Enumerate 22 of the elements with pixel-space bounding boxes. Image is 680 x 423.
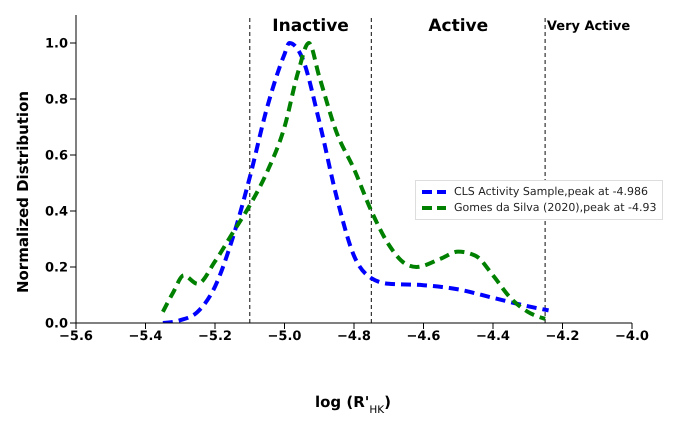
x-tick-label: −4.8 [337,329,371,344]
legend-label: Gomes da Silva (2020),peak at -4.93 [454,200,656,216]
annotation: Inactive [272,16,349,36]
y-tick-label: 0.6 [44,148,68,164]
x-tick-label: −5.4 [128,329,162,344]
y-tick-label: 0.0 [44,316,68,332]
x-tick-label: −4.4 [476,329,510,344]
x-tick-label: −5.0 [268,329,302,344]
x-tick-label: −4.0 [615,329,649,344]
y-tick-label: 0.4 [44,204,68,220]
x-tick-label: −5.6 [59,329,93,344]
x-tick-label: −4.2 [546,329,580,344]
y-tick-label: 0.8 [44,92,68,108]
annotation: Active [428,16,488,36]
y-tick-label: 0.2 [44,260,68,276]
x-axis-title: log (R'$_{HK}$) [314,393,392,416]
annotation: Very Active [546,19,630,34]
y-axis-title: Normalized Distribution [14,90,32,294]
y-tick-label: 1.0 [44,36,68,52]
x-tick-label: −5.2 [198,329,232,344]
x-tick-label: −4.6 [406,329,440,344]
legend-label: CLS Activity Sample,peak at -4.986 [454,184,648,200]
